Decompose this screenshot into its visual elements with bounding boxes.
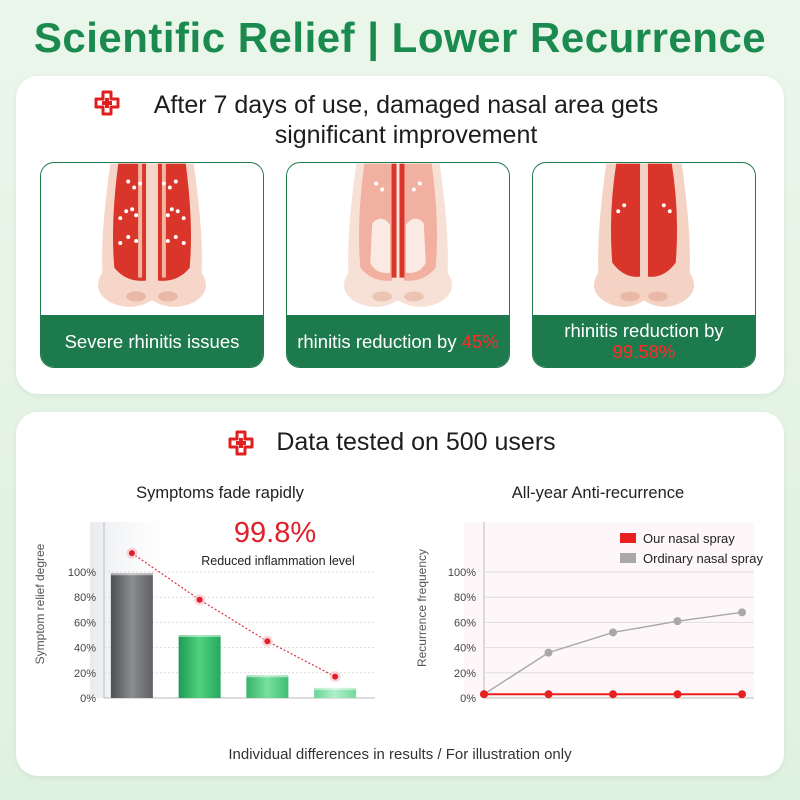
bar-chart-bar bbox=[110, 573, 153, 698]
bar-chart-bar bbox=[314, 687, 357, 698]
disclaimer-text: Individual differences in results / For … bbox=[228, 746, 572, 763]
bar-top-highlight bbox=[246, 675, 289, 678]
line-chart-point bbox=[609, 690, 617, 699]
inflammation-reduction-value: 99.8% bbox=[234, 517, 316, 549]
improvement-heading: After 7 days of use, damaged nasal area … bbox=[153, 91, 659, 149]
trend-point bbox=[264, 638, 271, 645]
medical-cross-icon bbox=[228, 430, 254, 456]
page-title: Scientific Relief | Lower Recurrence bbox=[33, 14, 767, 61]
nose-illustration-45 bbox=[343, 163, 453, 307]
bar-chart-y-tick: 40% bbox=[74, 643, 96, 655]
line-chart-point bbox=[480, 690, 488, 699]
bar-chart-bar bbox=[246, 675, 289, 698]
bar-chart-y-tick: 80% bbox=[74, 592, 96, 604]
bar-top-highlight bbox=[110, 573, 153, 576]
line-chart-title: All-year Anti-recurrence bbox=[511, 484, 685, 502]
symptom-relief-bar-chart: Symptom relief degree 0% 20% 40% 60% 80% 100%… bbox=[33, 517, 375, 705]
card-label-highlight: 45% bbox=[461, 330, 499, 352]
bar-top-highlight bbox=[314, 687, 357, 690]
bar-chart-y-tick: 20% bbox=[74, 668, 96, 680]
legend-label: Our nasal spray bbox=[643, 531, 735, 546]
nose-illustration-severe bbox=[97, 163, 207, 307]
card-label-highlight: 99.58% bbox=[612, 341, 676, 362]
bar-chart-y-label: Symptom relief degree bbox=[33, 543, 47, 664]
legend-swatch bbox=[620, 553, 636, 563]
bar-chart-y-tick: 60% bbox=[74, 617, 96, 629]
data-panel: Data tested on 500 users Symptoms fade r… bbox=[16, 412, 784, 776]
line-chart-y-tick: 100% bbox=[448, 567, 476, 579]
card-label-prefix: rhinitis reduction by bbox=[564, 320, 724, 341]
legend-swatch bbox=[620, 533, 636, 543]
line-chart-point bbox=[673, 690, 682, 699]
line-chart-point bbox=[544, 690, 553, 699]
medical-cross-icon bbox=[94, 90, 120, 116]
card-label-text: rhinitis reduction by 99.58% bbox=[564, 320, 723, 362]
severe-rhinitis-card: Severe rhinitis issues bbox=[40, 162, 264, 368]
line-chart-y-tick: 20% bbox=[454, 668, 476, 680]
card-label-prefix: rhinitis reduction by bbox=[297, 330, 462, 352]
trend-point bbox=[128, 550, 135, 557]
bar-chart-y-tick: 100% bbox=[68, 567, 96, 579]
bar-chart-trend-line bbox=[131, 552, 336, 678]
trend-point bbox=[332, 673, 339, 680]
line-chart-y-label: Recurrence frequency bbox=[415, 549, 429, 667]
data-heading: Data tested on 500 users bbox=[276, 428, 556, 456]
bar-top-highlight bbox=[178, 635, 221, 637]
card-label-45: rhinitis reduction by 45% bbox=[287, 315, 509, 367]
line-chart-point bbox=[609, 628, 617, 637]
line-chart-y-tick: 80% bbox=[454, 592, 476, 604]
nose-illustration-9958 bbox=[593, 163, 695, 307]
bar-chart-title: Symptoms fade rapidly bbox=[136, 484, 304, 502]
line-chart-point bbox=[738, 690, 746, 699]
inflammation-reduction-label: Reduced inflammation level bbox=[201, 554, 355, 568]
line-chart-y-tick: 0% bbox=[460, 693, 476, 705]
legend-label: Ordinary nasal spray bbox=[643, 551, 763, 566]
reduction-9958-card: rhinitis reduction by 99.58% bbox=[532, 162, 756, 368]
reduction-45-card: rhinitis reduction by 45% bbox=[286, 162, 510, 368]
card-label-text: Severe rhinitis issues bbox=[64, 330, 240, 352]
line-chart-y-tick: 60% bbox=[454, 617, 476, 629]
line-chart-point bbox=[544, 648, 553, 657]
bar-chart-bar bbox=[178, 635, 221, 698]
trend-point bbox=[196, 596, 203, 603]
card-label-text: rhinitis reduction by 45% bbox=[297, 331, 499, 352]
recurrence-line-chart: Recurrence frequency 0%20%40%60%80%100% … bbox=[415, 522, 763, 705]
line-chart-y-tick: 40% bbox=[454, 643, 476, 655]
line-chart-point bbox=[673, 617, 682, 626]
bar-chart-y-tick: 0% bbox=[80, 693, 96, 705]
card-label-9958: rhinitis reduction by 99.58% bbox=[533, 315, 755, 367]
line-chart-point bbox=[738, 608, 746, 617]
improvement-panel: After 7 days of use, damaged nasal area … bbox=[16, 76, 784, 394]
card-label-severe: Severe rhinitis issues bbox=[41, 315, 263, 367]
